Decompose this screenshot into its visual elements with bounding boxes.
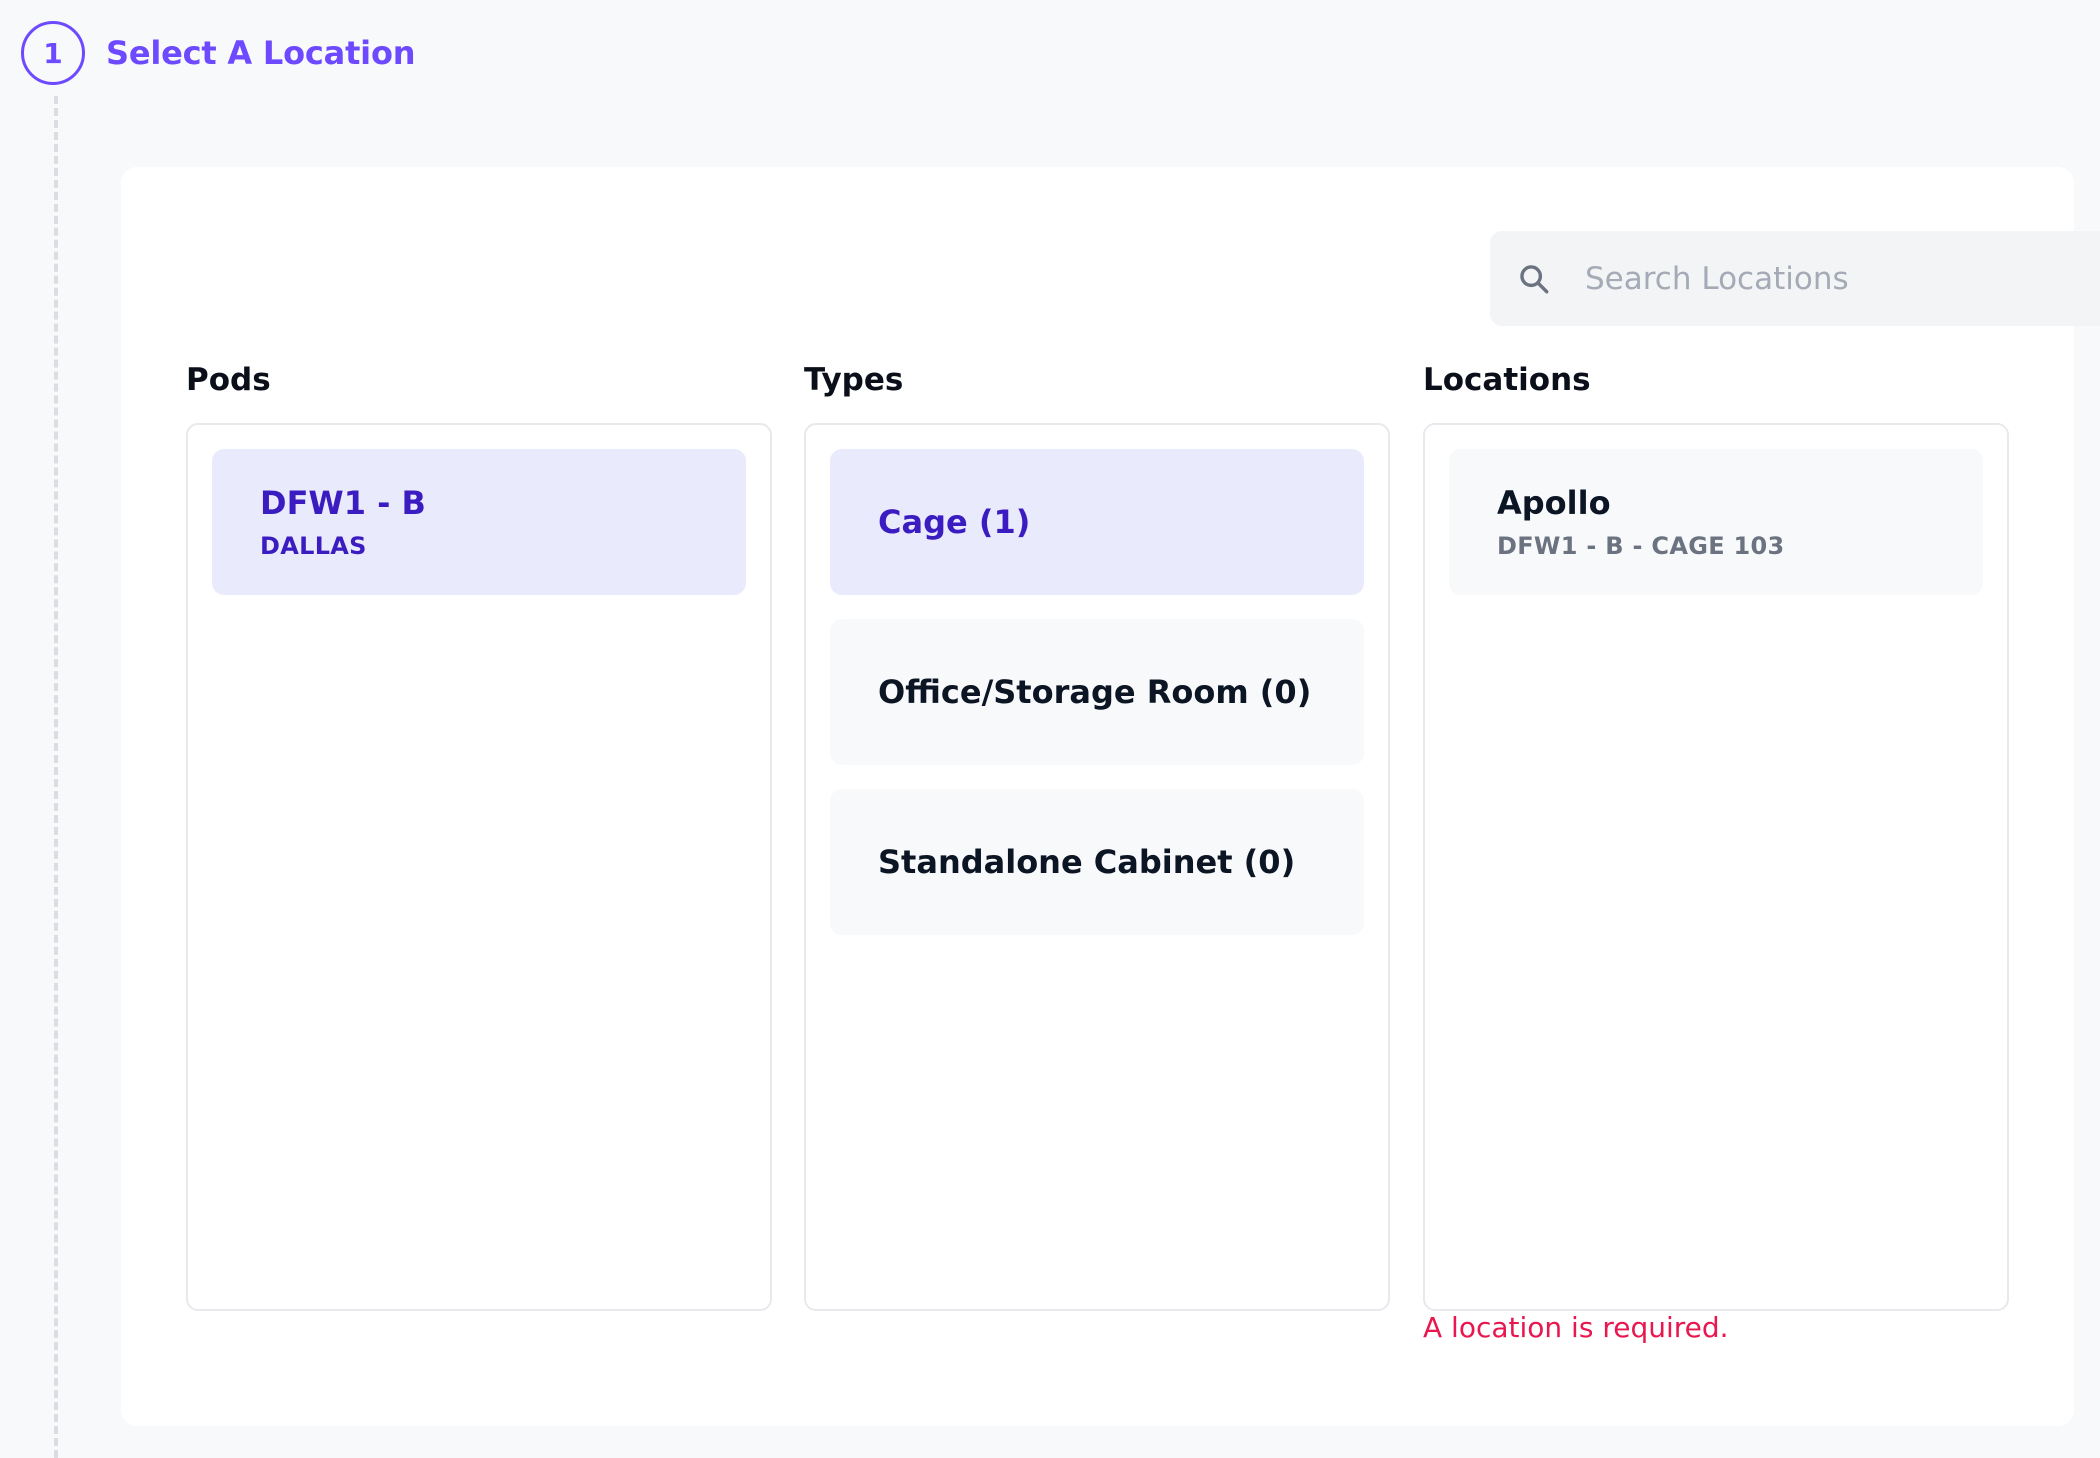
location-item-subtitle: DFW1 - B - CAGE 103	[1497, 532, 1785, 560]
type-item-title: Cage (1)	[878, 503, 1031, 541]
types-heading: Types	[804, 362, 904, 398]
type-item-office-storage-room[interactable]: Office/Storage Room (0)	[830, 619, 1364, 765]
types-list: Cage (1) Office/Storage Room (0) Standal…	[804, 423, 1390, 1311]
pod-item-subtitle: DALLAS	[260, 532, 367, 560]
location-item-apollo[interactable]: Apollo DFW1 - B - CAGE 103	[1449, 449, 1983, 595]
type-item-standalone-cabinet[interactable]: Standalone Cabinet (0)	[830, 789, 1364, 935]
location-item-title: Apollo	[1497, 484, 1611, 522]
locations-list: Apollo DFW1 - B - CAGE 103	[1423, 423, 2009, 1311]
search-input[interactable]	[1585, 260, 2100, 297]
pod-item-dfw1-b[interactable]: DFW1 - B DALLAS	[212, 449, 746, 595]
step-connector-line	[54, 96, 58, 1458]
location-selector-card: Pods DFW1 - B DALLAS Types Cage (1) Offi…	[121, 167, 2100, 1426]
step-title: Select A Location	[106, 34, 416, 72]
types-column: Types Cage (1) Office/Storage Room (0) S…	[804, 360, 1390, 1311]
type-item-title: Standalone Cabinet (0)	[878, 843, 1296, 881]
pods-list: DFW1 - B DALLAS	[186, 423, 772, 1311]
search-bar[interactable]	[1490, 231, 2100, 326]
pods-column: Pods DFW1 - B DALLAS	[186, 360, 772, 1311]
step-number-badge: 1	[21, 21, 85, 85]
step-header: 1 Select A Location	[21, 21, 416, 85]
locations-column: Locations Apollo DFW1 - B - CAGE 103	[1423, 360, 2009, 1311]
search-icon	[1517, 262, 1551, 296]
type-item-title: Office/Storage Room (0)	[878, 673, 1312, 711]
location-required-error: A location is required.	[1423, 1311, 1729, 1344]
pod-item-title: DFW1 - B	[260, 484, 426, 522]
type-item-cage[interactable]: Cage (1)	[830, 449, 1364, 595]
pods-heading: Pods	[186, 362, 271, 398]
locations-heading: Locations	[1423, 362, 1591, 398]
